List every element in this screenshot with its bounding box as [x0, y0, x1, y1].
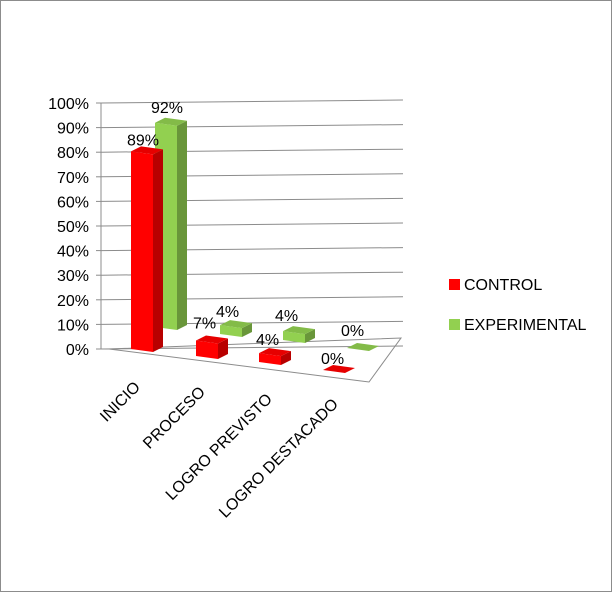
- data-label: 89%: [127, 132, 159, 149]
- y-tick-label: 10%: [57, 317, 89, 334]
- bars: [131, 117, 379, 373]
- bar-front: [259, 353, 281, 365]
- legend-label: EXPERIMENTAL: [464, 317, 587, 334]
- bar-experimental-logro-previsto: [283, 326, 315, 343]
- bar-top: [283, 326, 315, 335]
- data-label: 4%: [275, 308, 298, 325]
- data-label: 0%: [321, 351, 344, 368]
- bar-control-proceso: [196, 335, 228, 359]
- bar-top: [131, 146, 163, 155]
- legend: CONTROL EXPERIMENTAL: [449, 277, 587, 334]
- y-tick-label: 80%: [57, 145, 89, 162]
- bar-top: [196, 335, 228, 344]
- bar-top: [259, 348, 291, 357]
- y-tick-label: 50%: [57, 219, 89, 236]
- bar-side: [305, 329, 315, 343]
- bar-top: [323, 365, 355, 373]
- legend-item-experimental: EXPERIMENTAL: [449, 317, 587, 334]
- bar-top: [347, 343, 379, 351]
- legend-label: CONTROL: [464, 277, 542, 294]
- data-label: 7%: [193, 315, 216, 332]
- bar-front: [283, 331, 305, 343]
- category-label: PROCESO: [140, 384, 209, 453]
- data-label: 0%: [341, 323, 364, 340]
- bar-experimental-proceso: [220, 320, 252, 337]
- bar-side: [218, 338, 228, 359]
- y-tick-label: 40%: [57, 244, 89, 261]
- data-labels: 92%4% 4%0%89%7%4%0%: [127, 100, 364, 368]
- y-tick-label: 90%: [57, 121, 89, 138]
- legend-swatch: [449, 319, 460, 330]
- bar-front: [131, 151, 153, 352]
- bar-control-logro-destacado: [323, 365, 355, 373]
- data-label: 4%: [216, 304, 239, 321]
- gridline: [100, 99, 404, 104]
- y-tick-label: 20%: [57, 293, 89, 310]
- bar-side: [177, 120, 187, 330]
- bar-side: [153, 149, 163, 352]
- bar-control-inicio: [131, 146, 163, 352]
- y-tick-label: 60%: [57, 194, 89, 211]
- category-label: LOGRO DESTACADO: [216, 396, 342, 522]
- y-tick-label: 30%: [57, 268, 89, 285]
- gridline: [100, 124, 404, 129]
- bar-front: [196, 340, 218, 359]
- bar-experimental-logro-destacado: [347, 343, 379, 351]
- bar-front: [220, 325, 242, 337]
- category-label: INICIO: [97, 379, 144, 426]
- y-tick-label: 0%: [66, 342, 89, 359]
- data-label: 4%: [256, 332, 279, 349]
- data-label: 92%: [151, 100, 183, 117]
- floor-outline: [108, 337, 403, 383]
- y-tick-label: 100%: [48, 96, 89, 113]
- bar-top: [220, 320, 252, 329]
- legend-item-control: CONTROL: [449, 277, 542, 294]
- y-axis-ticks: 0% 10% 20% 30% 40% 50% 60% 70% 80% 90% 100%: [48, 96, 101, 359]
- legend-swatch: [449, 279, 460, 290]
- y-tick-label: 70%: [57, 170, 89, 187]
- bar-side: [281, 351, 291, 365]
- bar-top: [155, 117, 187, 126]
- bar-control-logro-previsto: [259, 348, 291, 365]
- bar-side: [242, 323, 252, 337]
